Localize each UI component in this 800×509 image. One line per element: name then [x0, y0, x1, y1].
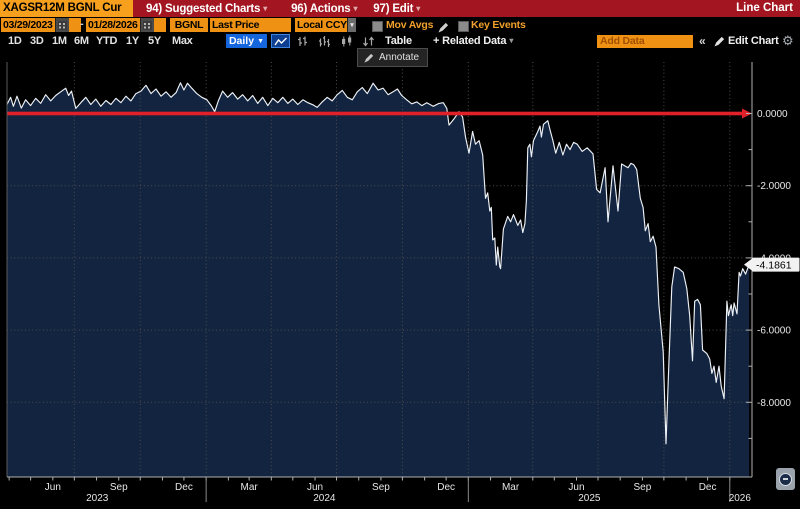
x-tick-label: Dec: [437, 482, 455, 493]
price-field-select[interactable]: Last Price: [210, 18, 291, 32]
chevron-down-icon: ▾: [263, 3, 268, 13]
y-tick-label: -8.0000: [757, 398, 791, 409]
date-from-input[interactable]: 03/29/2023: [1, 18, 81, 32]
pencil-icon[interactable]: [714, 36, 725, 50]
collapse-panel-button[interactable]: «: [699, 34, 706, 48]
menu-suggested-charts[interactable]: 94) Suggested Charts ▾: [146, 3, 267, 15]
mov-avgs-checkbox[interactable]: [372, 21, 383, 32]
range-button-3d[interactable]: 3D: [30, 35, 44, 47]
year-label: 2025: [578, 493, 601, 504]
price-chart[interactable]: Jun Sep Dec Mar Jun Sep Dec Mar Jun Sep Dec 2023 202…: [0, 50, 800, 504]
triangle-down-icon: ▼: [257, 37, 265, 45]
x-tick-label: Sep: [110, 482, 128, 493]
menu-actions[interactable]: 96) Actions ▾: [291, 3, 357, 15]
x-tick-label: Mar: [241, 482, 259, 493]
range-button-5y[interactable]: 5Y: [148, 35, 161, 47]
range-button-6m[interactable]: 6M: [74, 35, 89, 47]
zero-line: [7, 111, 743, 116]
annotate-tooltip[interactable]: Annotate: [357, 48, 429, 67]
price-field-value: Last Price: [212, 19, 260, 31]
pencil-icon[interactable]: [438, 20, 449, 38]
chevron-down-icon: ▾: [509, 36, 514, 45]
mov-avgs-label[interactable]: Mov Avgs: [386, 19, 434, 31]
x-tick-label: Mar: [502, 482, 520, 493]
period-value: Daily: [228, 35, 255, 47]
y-tick-label: -2.0000: [757, 181, 791, 192]
gear-icon[interactable]: ⚙: [782, 33, 794, 48]
menu-bar: 94) Suggested Charts ▾ 96) Actions ▾ 97) E…: [133, 0, 800, 17]
calendar-icon[interactable]: [139, 18, 154, 32]
chevron-down-icon[interactable]: ▾: [346, 18, 356, 32]
currency-select[interactable]: Local CCY ▾: [295, 18, 356, 32]
intraday-interval-icon[interactable]: [359, 34, 378, 48]
view-mode-label: Line Chart: [736, 2, 793, 14]
title-bar: XAGSR12M BGNL Cur 94) Suggested Charts ▾ …: [0, 0, 800, 17]
chevron-down-icon: ▾: [353, 3, 358, 13]
screen-grab-button[interactable]: [776, 468, 795, 490]
chart-toolbar: 1D 3D 1M 6M YTD 1Y 5Y Max Daily ▼ Table …: [0, 33, 800, 50]
menu-number: 94): [146, 2, 163, 15]
add-data-input[interactable]: Add Data: [597, 35, 693, 48]
range-button-1y[interactable]: 1Y: [126, 35, 139, 47]
x-tick-label: Jun: [568, 482, 584, 493]
last-price-box: [752, 257, 800, 272]
settings-row: 03/29/2023 - 01/28/2026 BGNL Last Price …: [0, 17, 800, 33]
menu-label: Edit: [392, 2, 414, 15]
table-button[interactable]: Table: [385, 35, 412, 47]
chart-area[interactable]: Jun Sep Dec Mar Jun Sep Dec Mar Jun Sep Dec 2023 202…: [0, 50, 800, 504]
menu-edit[interactable]: 97) Edit ▾: [373, 3, 420, 15]
year-label: 2023: [86, 493, 109, 504]
date-from-value: 03/29/2023: [3, 19, 53, 31]
ohlc-bars-chart-type-icon[interactable]: [293, 34, 312, 48]
period-select[interactable]: Daily ▼: [226, 34, 267, 48]
currency-value: Local CCY: [297, 19, 347, 31]
candlestick-chart-type-icon[interactable]: [337, 34, 356, 48]
last-price-label: -4.1861: [756, 259, 792, 271]
date-to-input[interactable]: 01/28/2026: [86, 18, 166, 32]
y-tick-label: 0.0000: [757, 109, 788, 120]
price-line: [6, 82, 750, 445]
source-value: BGNL: [174, 19, 204, 31]
chevron-down-icon: ▾: [416, 3, 421, 13]
x-tick-label: Jun: [45, 482, 61, 493]
menu-number: 97): [373, 2, 390, 15]
key-events-checkbox[interactable]: [458, 21, 469, 32]
pencil-icon: [364, 53, 374, 63]
x-tick-label: Dec: [699, 482, 717, 493]
area-fill: [7, 82, 750, 478]
edit-chart-button[interactable]: Edit Chart: [728, 35, 779, 47]
year-label: 2026: [729, 493, 752, 504]
date-range-separator: -: [80, 18, 84, 30]
annotate-label: Annotate: [379, 52, 420, 63]
calendar-icon[interactable]: [54, 18, 69, 32]
related-data-label: + Related Data: [433, 35, 507, 47]
minus-circle-icon: [779, 472, 792, 486]
y-tick-label: -6.0000: [757, 326, 791, 337]
source-select[interactable]: BGNL: [170, 18, 208, 32]
security-ticker: XAGSR12M BGNL Cur: [0, 0, 133, 17]
menu-label: Suggested Charts: [165, 2, 261, 15]
menu-label: Actions: [309, 2, 351, 15]
x-tick-label: Sep: [634, 482, 652, 493]
year-label: 2024: [313, 493, 336, 504]
last-price-arrow-icon: [744, 258, 752, 271]
hlc-bars-chart-type-icon[interactable]: [315, 34, 334, 48]
key-events-label[interactable]: Key Events: [471, 19, 526, 31]
x-tick-label: Jun: [307, 482, 323, 493]
range-button-1d[interactable]: 1D: [8, 35, 22, 47]
date-to-value: 01/28/2026: [88, 19, 138, 31]
range-button-ytd[interactable]: YTD: [96, 35, 118, 47]
x-tick-label: Sep: [372, 482, 390, 493]
line-chart-type-button[interactable]: [271, 34, 290, 48]
menu-number: 96): [291, 2, 308, 15]
range-button-max[interactable]: Max: [172, 35, 193, 47]
range-button-1m[interactable]: 1M: [52, 35, 67, 47]
add-data-placeholder: Add Data: [600, 35, 645, 47]
related-data-button[interactable]: + Related Data ▾: [433, 35, 513, 47]
x-tick-label: Dec: [175, 482, 193, 493]
